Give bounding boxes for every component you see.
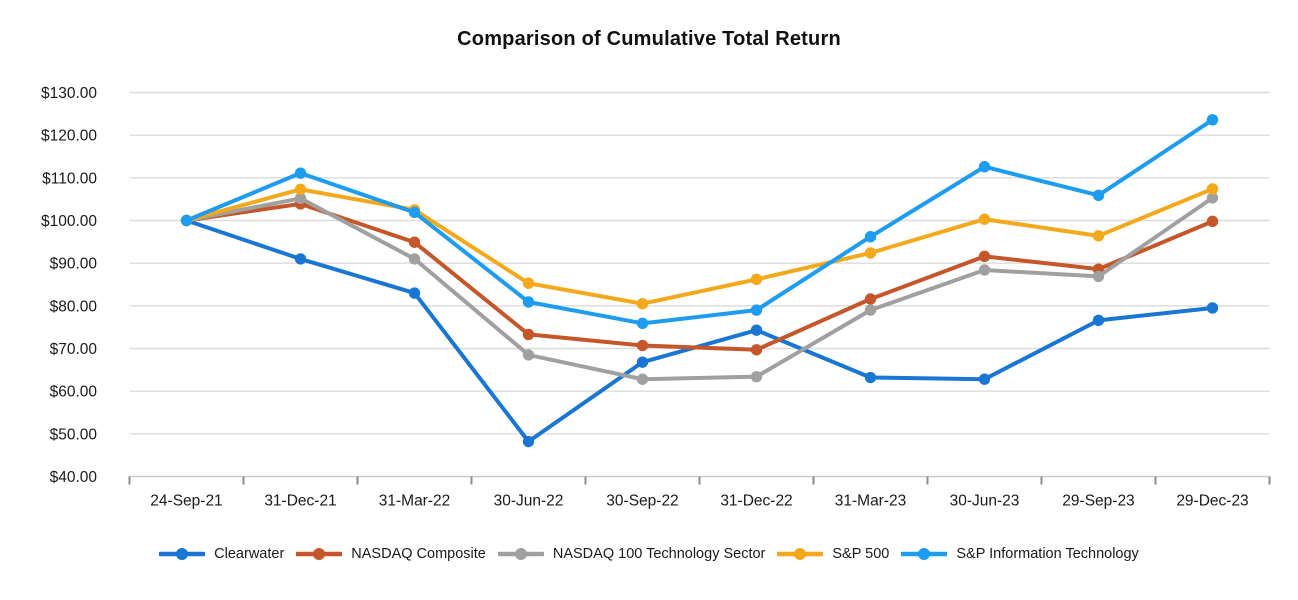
y-tick-label: $100.00 (41, 213, 97, 230)
data-point-s-p-information-technology (408, 206, 421, 219)
y-tick-label: $70.00 (50, 341, 98, 358)
legend-item-nasdaq-composite: NASDAQ Composite (296, 546, 486, 562)
y-tick-label: $50.00 (50, 426, 98, 443)
legend-item-nasdaq-100-technology-sector: NASDAQ 100 Technology Sector (497, 546, 766, 562)
legend-marker-s-p-500 (777, 548, 824, 560)
series-line-nasdaq-100-technology-sector (184, 195, 1215, 382)
data-point-clearwater (750, 324, 763, 336)
data-point-clearwater (522, 435, 535, 448)
y-tick-label: $60.00 (50, 384, 98, 401)
data-point-nasdaq-100-technology-sector (1092, 270, 1105, 283)
data-point-s-p-500 (1206, 183, 1219, 195)
y-tick-label: $40.00 (50, 469, 98, 486)
x-tick-label: 29-Dec-23 (1176, 493, 1248, 510)
data-point-s-p-500 (864, 247, 877, 259)
data-point-nasdaq-composite (750, 344, 763, 356)
x-tick-label: 24-Sep-21 (150, 493, 222, 510)
legend-item-clearwater: Clearwater (159, 546, 284, 562)
x-tick-label: 29-Sep-23 (1062, 493, 1134, 510)
x-tick-label: 30-Jun-23 (950, 493, 1020, 510)
data-point-nasdaq-composite (522, 328, 535, 341)
legend-item-s-p-information-technology: S&P Information Technology (901, 546, 1139, 562)
legend-label-s-p-500: S&P 500 (832, 546, 890, 562)
legend-label-nasdaq-composite: NASDAQ Composite (351, 546, 486, 562)
series-line-nasdaq-composite (184, 201, 1215, 352)
x-tick-label: 31-Dec-21 (264, 493, 336, 510)
legend-dot (176, 548, 189, 560)
data-point-nasdaq-composite (636, 339, 649, 352)
chart-title: Comparison of Cumulative Total Return (457, 28, 841, 50)
data-point-s-p-500 (750, 273, 763, 286)
data-point-s-p-500 (294, 183, 307, 196)
chart-legend: Clearwater NASDAQ Composite NASDAQ 100 Tec… (0, 538, 1298, 570)
legend-label-clearwater: Clearwater (214, 546, 285, 562)
data-point-s-p-information-technology (636, 317, 649, 330)
y-tick-label: $120.00 (41, 128, 97, 145)
x-tick-label: 31-Mar-23 (835, 493, 907, 510)
y-tick-label: $80.00 (50, 298, 98, 315)
data-point-s-p-information-technology (1206, 114, 1219, 126)
data-point-nasdaq-composite (864, 293, 877, 305)
data-point-s-p-500 (1092, 230, 1105, 242)
data-point-s-p-information-technology (750, 304, 763, 316)
x-tick-label: 31-Dec-22 (720, 493, 792, 510)
data-point-nasdaq-100-technology-sector (408, 253, 421, 265)
data-point-clearwater (408, 287, 421, 299)
data-point-s-p-information-technology (978, 161, 991, 173)
data-point-nasdaq-100-technology-sector (636, 373, 649, 385)
data-point-clearwater (636, 356, 649, 368)
data-point-nasdaq-100-technology-sector (978, 264, 991, 276)
legend-marker-s-p-information-technology (901, 548, 948, 560)
legend-marker-nasdaq-100-technology-sector (497, 548, 544, 560)
data-point-s-p-500 (978, 213, 991, 225)
data-point-nasdaq-composite (1206, 215, 1219, 228)
data-point-s-p-information-technology (522, 296, 535, 308)
y-tick-label: $110.00 (42, 170, 97, 187)
data-point-nasdaq-100-technology-sector (1206, 192, 1219, 204)
legend-dot (313, 548, 326, 560)
series-line-s-p-information-technology (184, 117, 1215, 326)
data-point-s-p-information-technology (180, 214, 193, 227)
data-point-s-p-information-technology (1092, 189, 1105, 202)
data-point-s-p-500 (522, 277, 535, 289)
data-point-nasdaq-100-technology-sector (864, 304, 877, 316)
y-tick-label: $130.00 (41, 85, 97, 102)
chart-canvas: $40.00 $50.00 $60.00 $70.00 $80.00 $90.00 $100… (41, 85, 1271, 510)
x-tick-label: 30-Jun-22 (494, 493, 564, 510)
legend-label-s-p-information-technology: S&P Information Technology (956, 546, 1139, 562)
legend-marker-nasdaq-composite (296, 548, 343, 560)
data-point-clearwater (978, 373, 991, 385)
legend-item-s-p-500: S&P 500 (777, 546, 889, 562)
data-point-nasdaq-100-technology-sector (294, 192, 307, 205)
legend-dot (794, 548, 807, 560)
data-point-s-p-information-technology (864, 231, 877, 243)
legend-dot (514, 548, 527, 560)
x-tick-label: 30-Sep-22 (606, 493, 678, 510)
data-point-clearwater (864, 371, 877, 384)
data-point-s-p-information-technology (294, 167, 307, 179)
data-point-nasdaq-composite (978, 250, 991, 263)
y-tick-label: $90.00 (50, 256, 98, 273)
series-line-clearwater (184, 218, 1215, 444)
legend-marker-clearwater (159, 548, 206, 560)
data-point-nasdaq-100-technology-sector (750, 370, 763, 383)
legend-dot (918, 548, 931, 560)
data-point-s-p-500 (636, 298, 649, 310)
data-point-clearwater (294, 253, 307, 265)
data-point-clearwater (1206, 302, 1219, 314)
series-line-s-p-500 (184, 186, 1215, 306)
x-tick-label: 31-Mar-22 (379, 493, 451, 510)
data-point-clearwater (1092, 314, 1105, 327)
data-point-nasdaq-composite (408, 236, 421, 248)
data-point-nasdaq-100-technology-sector (522, 349, 535, 361)
legend-label-nasdaq-100-technology-sector: NASDAQ 100 Technology Sector (552, 546, 766, 562)
